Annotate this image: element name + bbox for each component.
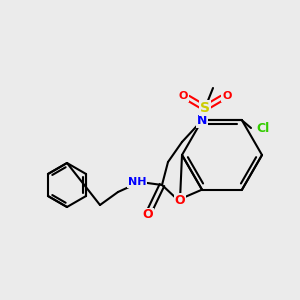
Text: O: O <box>178 91 188 101</box>
Text: S: S <box>200 101 210 115</box>
Text: O: O <box>143 208 153 221</box>
Text: Cl: Cl <box>256 122 270 134</box>
Text: N: N <box>197 114 207 127</box>
Text: O: O <box>222 91 232 101</box>
Text: O: O <box>175 194 185 206</box>
Text: NH: NH <box>128 177 146 187</box>
